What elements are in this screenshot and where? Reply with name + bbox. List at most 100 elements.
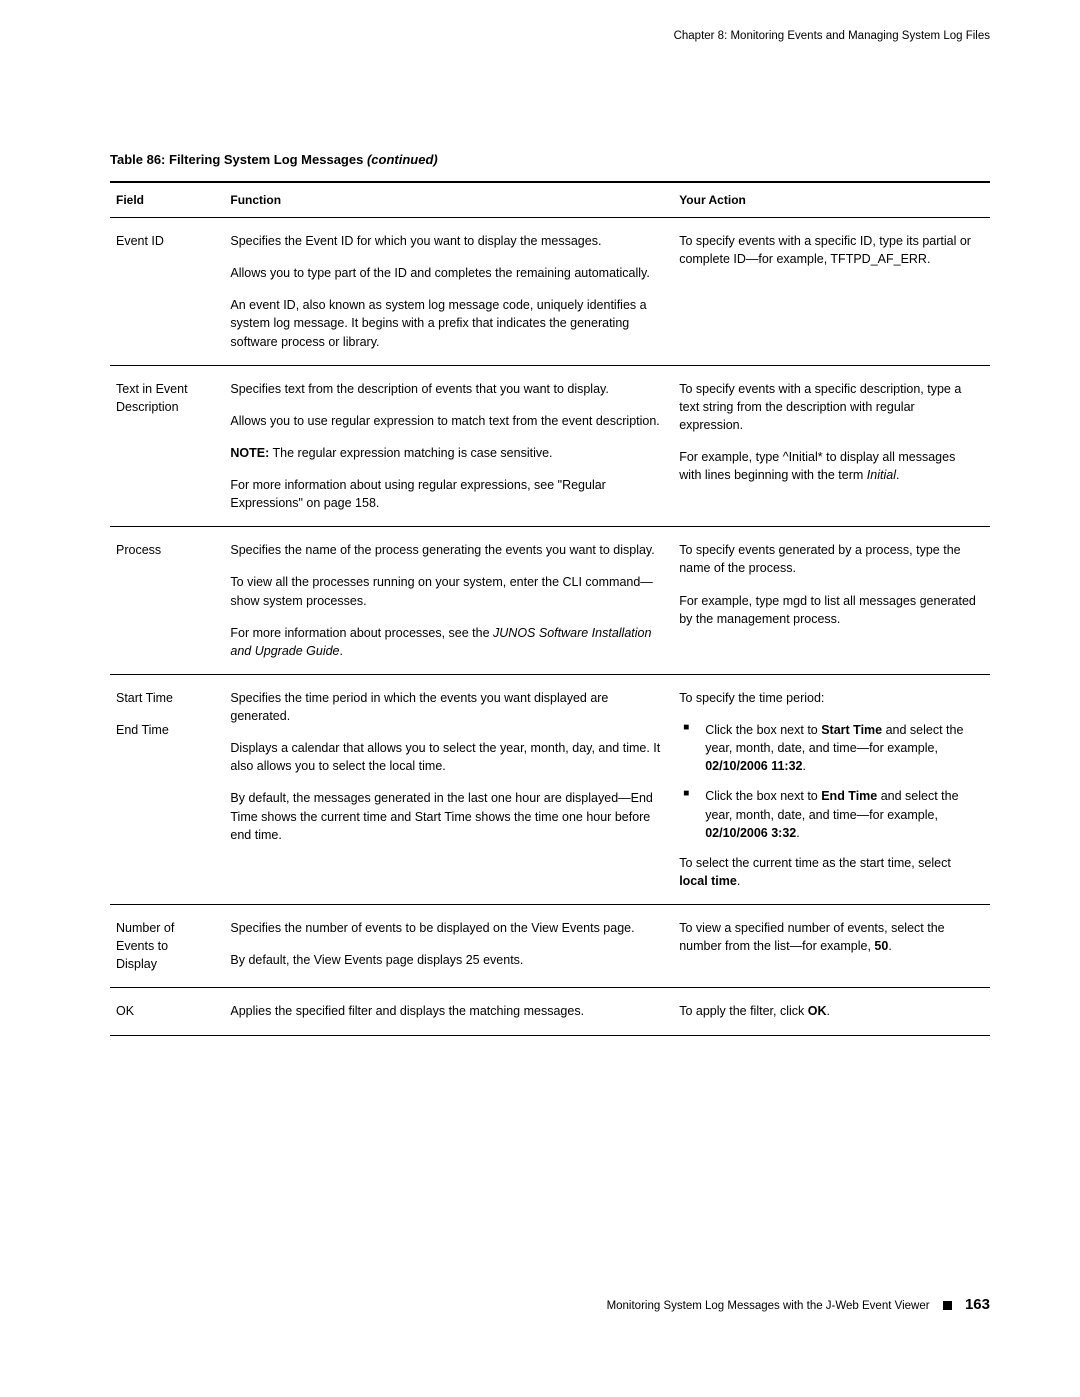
footer-box-icon (943, 1301, 952, 1310)
action-cell: To view a specified number of events, se… (673, 905, 990, 988)
function-cell: Specifies the number of events to be dis… (224, 905, 673, 988)
italic-text: Initial (867, 468, 896, 482)
para: Specifies the Event ID for which you wan… (230, 232, 661, 250)
text: Click the box next to (705, 789, 821, 803)
para: For example, type mgd to list all messag… (679, 592, 978, 628)
function-cell: Specifies the time period in which the e… (224, 674, 673, 904)
para: By default, the messages generated in th… (230, 789, 661, 843)
list-item: Click the box next to Start Time and sel… (679, 721, 978, 775)
para: To apply the filter, click OK. (679, 1002, 978, 1020)
para: By default, the View Events page display… (230, 951, 661, 969)
para: To specify events with a specific descri… (679, 380, 978, 434)
page-footer: Monitoring System Log Messages with the … (110, 1296, 990, 1313)
text: . (896, 468, 899, 482)
col-action: Your Action (673, 182, 990, 218)
text: . (796, 826, 799, 840)
text: . (803, 759, 806, 773)
field-cell: Number of Events to Display (110, 905, 224, 988)
text: . (737, 874, 740, 888)
para: Specifies text from the description of e… (230, 380, 661, 398)
action-cell: To specify events generated by a process… (673, 527, 990, 675)
table-caption: Table 86: Filtering System Log Messages … (110, 152, 990, 167)
page-header: Chapter 8: Monitoring Events and Managin… (110, 30, 990, 42)
function-cell: Applies the specified filter and display… (224, 988, 673, 1035)
text: Click the box next to (705, 723, 821, 737)
para: To view all the processes running on you… (230, 573, 661, 609)
para: To specify events generated by a process… (679, 541, 978, 577)
bullet-list: Click the box next to Start Time and sel… (679, 721, 978, 842)
para: For more information about using regular… (230, 476, 661, 512)
function-cell: Specifies the name of the process genera… (224, 527, 673, 675)
table-row: OK Applies the specified filter and disp… (110, 988, 990, 1035)
list-item: Click the box next to End Time and selec… (679, 787, 978, 841)
text: For more information about processes, se… (230, 626, 493, 640)
para: To specify events with a specific ID, ty… (679, 232, 978, 268)
table-row: Start Time End Time Specifies the time p… (110, 674, 990, 904)
para: Specifies the name of the process genera… (230, 541, 661, 559)
note-text: The regular expression matching is case … (269, 446, 552, 460)
para: Specifies the number of events to be dis… (230, 919, 661, 937)
text: . (888, 939, 891, 953)
action-cell: To specify the time period: Click the bo… (673, 674, 990, 904)
field-cell: Text in Event Description (110, 365, 224, 527)
para: To view a specified number of events, se… (679, 919, 978, 955)
text: . (363, 594, 366, 608)
col-field: Field (110, 182, 224, 218)
function-cell: Specifies the Event ID for which you wan… (224, 218, 673, 366)
text: To view a specified number of events, se… (679, 921, 944, 953)
bold-text: OK (808, 1004, 827, 1018)
note-label: NOTE: (230, 446, 269, 460)
text: To view all the processes running on you… (230, 575, 652, 589)
para: To specify the time period: (679, 689, 978, 707)
footer-text: Monitoring System Log Messages with the … (607, 1300, 930, 1312)
text: To apply the filter, click (679, 1004, 808, 1018)
bold-text: local time (679, 874, 737, 888)
field-cell: Start Time End Time (110, 674, 224, 904)
caption-suffix: (continued) (367, 152, 438, 167)
para: An event ID, also known as system log me… (230, 296, 661, 350)
code-text: show system processes (230, 594, 363, 608)
para: To select the current time as the start … (679, 854, 978, 890)
action-cell: To specify events with a specific ID, ty… (673, 218, 990, 366)
code-text: TFTPD_AF_ERR (830, 252, 927, 266)
para: Allows you to type part of the ID and co… (230, 264, 661, 282)
para: Specifies the time period in which the e… (230, 689, 661, 725)
col-function: Function (224, 182, 673, 218)
text: . (927, 252, 930, 266)
text: . (340, 644, 343, 658)
action-cell: To apply the filter, click OK. (673, 988, 990, 1035)
text: . (826, 1004, 829, 1018)
page-number: 163 (965, 1296, 990, 1313)
para: For more information about processes, se… (230, 624, 661, 660)
log-filter-table: Field Function Your Action Event ID Spec… (110, 181, 990, 1036)
bold-text: 50 (874, 939, 888, 953)
para: For example, type ^Initial* to display a… (679, 448, 978, 484)
table-row: Event ID Specifies the Event ID for whic… (110, 218, 990, 366)
code-text: ^Initial* (783, 450, 823, 464)
action-cell: To specify events with a specific descri… (673, 365, 990, 527)
chapter-label: Chapter 8: Monitoring Events and Managin… (674, 30, 990, 42)
field-cell: OK (110, 988, 224, 1035)
para: Allows you to use regular expression to … (230, 412, 661, 430)
field-label: Start Time (116, 689, 212, 707)
function-cell: Specifies text from the description of e… (224, 365, 673, 527)
para: NOTE: The regular expression matching is… (230, 444, 661, 462)
table-row: Text in Event Description Specifies text… (110, 365, 990, 527)
field-cell: Process (110, 527, 224, 675)
text: To select the current time as the start … (679, 856, 951, 870)
caption-prefix: Table 86: Filtering System Log Messages (110, 152, 363, 167)
text: For example, type (679, 450, 783, 464)
code-text: mgd (783, 594, 807, 608)
para: Displays a calendar that allows you to s… (230, 739, 661, 775)
bold-text: 02/10/2006 11:32 (705, 759, 802, 773)
table-row: Process Specifies the name of the proces… (110, 527, 990, 675)
para: Applies the specified filter and display… (230, 1002, 661, 1020)
table-row: Number of Events to Display Specifies th… (110, 905, 990, 988)
field-label: End Time (116, 721, 212, 739)
bold-text: 02/10/2006 3:32 (705, 826, 796, 840)
field-cell: Event ID (110, 218, 224, 366)
bold-text: Start Time (821, 723, 882, 737)
table-header-row: Field Function Your Action (110, 182, 990, 218)
text: For example, type (679, 594, 783, 608)
bold-text: End Time (821, 789, 877, 803)
